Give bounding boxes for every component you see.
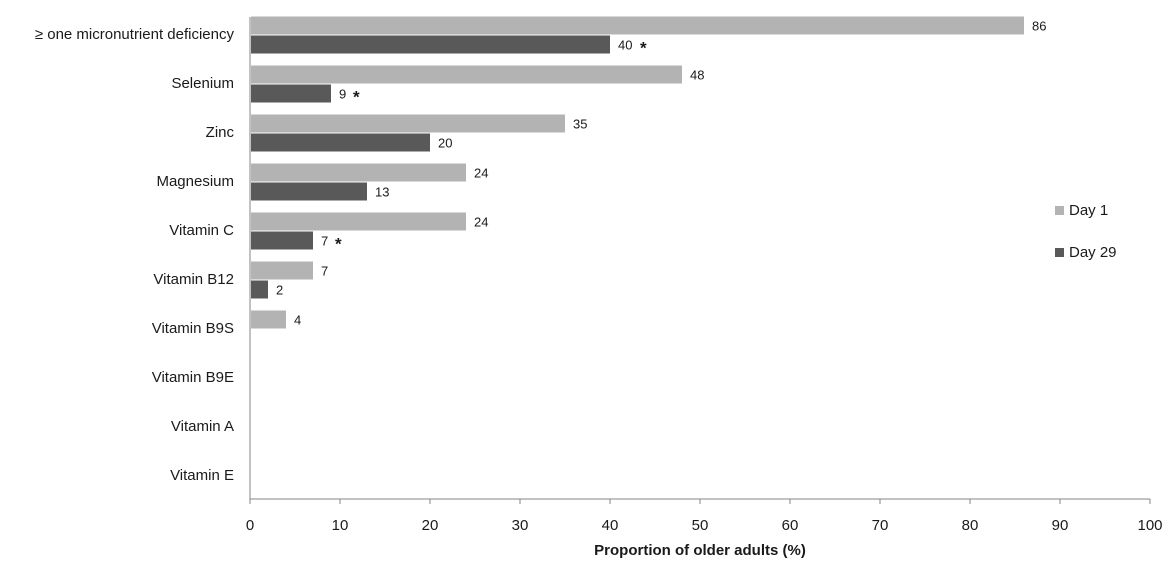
x-tick-label: 100 [1137, 517, 1162, 534]
x-tick-label: 30 [512, 517, 529, 534]
bar [251, 212, 466, 231]
data-label: 7 [321, 234, 328, 249]
bar [251, 84, 331, 103]
significance-marker: * [335, 235, 342, 254]
data-label: 9 [339, 87, 346, 102]
bar [251, 280, 268, 299]
x-tick-label: 80 [962, 517, 979, 534]
x-tick-label: 90 [1052, 517, 1069, 534]
data-label: 48 [690, 68, 704, 83]
x-tick-label: 50 [692, 517, 709, 534]
legend: Day 1 Day 29 [1055, 202, 1117, 261]
legend-label: Day 1 [1069, 202, 1108, 219]
legend-label: Day 29 [1069, 244, 1117, 261]
bar [251, 16, 1024, 35]
category-label: Vitamin A [171, 418, 234, 435]
bar [251, 114, 565, 133]
category-label: ≥ one micronutrient deficiency [35, 26, 235, 43]
bar [251, 310, 286, 329]
bar [251, 261, 313, 280]
data-label: 20 [438, 136, 452, 151]
data-label: 86 [1032, 19, 1046, 34]
bar [251, 163, 466, 182]
category-label: Selenium [171, 75, 234, 92]
x-tick-label: 10 [332, 517, 349, 534]
x-tick-label: 70 [872, 517, 889, 534]
category-label: Vitamin B12 [153, 271, 234, 288]
category-label: Vitamin C [169, 222, 234, 239]
bar [251, 182, 367, 201]
data-label: 4 [294, 313, 301, 328]
data-label: 2 [276, 283, 283, 298]
category-label: Vitamin B9E [152, 369, 234, 386]
bar [251, 133, 430, 152]
x-tick-label: 20 [422, 517, 439, 534]
significance-marker: * [640, 39, 647, 58]
category-label: Magnesium [156, 173, 234, 190]
data-label: 24 [474, 215, 488, 230]
data-label: 35 [573, 117, 587, 132]
x-tick-label: 40 [602, 517, 619, 534]
bar [251, 65, 682, 84]
plot-area: 0 10 20 30 40 50 60 70 80 90 100 Proportion of olde… [35, 16, 1163, 559]
category-label: Vitamin B9S [152, 320, 234, 337]
bar [251, 35, 610, 54]
x-tick-label: 60 [782, 517, 799, 534]
bar [251, 231, 313, 250]
data-label: 40 [618, 38, 632, 53]
x-axis-title: Proportion of older adults (%) [594, 542, 806, 559]
legend-swatch [1055, 206, 1064, 215]
x-tick-label: 0 [246, 517, 254, 534]
category-label: Vitamin E [170, 467, 234, 484]
legend-swatch [1055, 248, 1064, 257]
data-label: 13 [375, 185, 389, 200]
category-label: Zinc [206, 124, 235, 141]
significance-marker: * [353, 88, 360, 107]
data-label: 24 [474, 166, 488, 181]
data-label: 7 [321, 264, 328, 279]
